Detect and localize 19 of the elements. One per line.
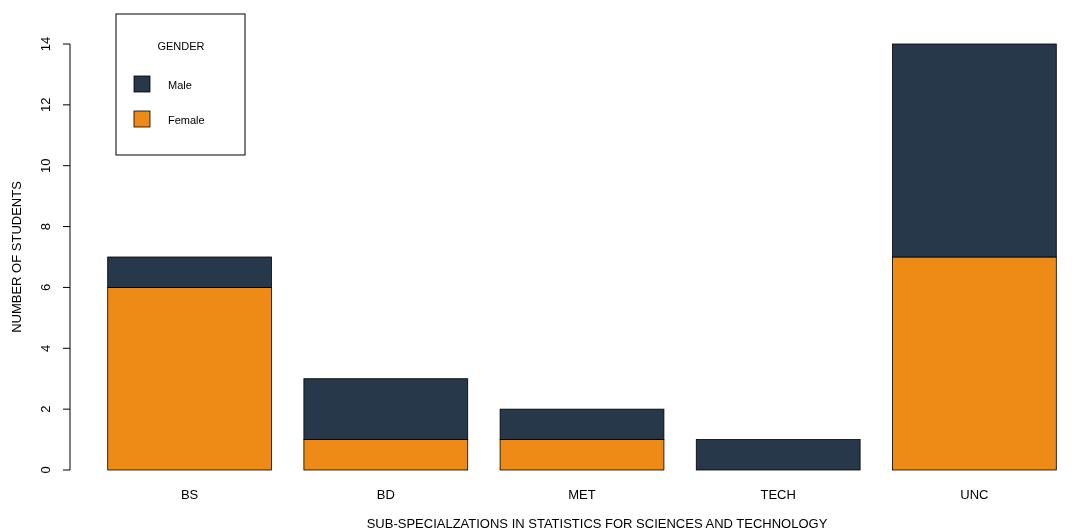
y-tick-label: 10 <box>38 158 53 173</box>
legend-title: GENDER <box>157 40 205 52</box>
y-tick-label: 0 <box>38 466 53 474</box>
x-tick-label: UNC <box>960 487 989 502</box>
y-tick-label: 4 <box>38 344 53 352</box>
x-tick-label: TECH <box>760 487 796 502</box>
y-tick-label: 8 <box>38 222 53 231</box>
x-tick-label: BS <box>180 487 199 502</box>
legend-label: Female <box>168 114 205 126</box>
y-tick-label: 12 <box>38 97 53 113</box>
y-tick-label: 14 <box>38 36 53 52</box>
y-axis-title: NUMBER OF STUDENTS <box>9 180 24 333</box>
bar <box>695 439 861 471</box>
x-axis-title: SUB-SPECIALZATIONS IN STATISTICS FOR SCIENCES AND TECHNOLOGY <box>366 516 828 531</box>
x-tick-label: MET <box>568 487 596 502</box>
x-tick-label: BD <box>376 487 395 502</box>
y-tick-label: 2 <box>38 405 53 413</box>
y-tick-label: 6 <box>38 283 53 292</box>
legend-label: Male <box>168 79 192 91</box>
